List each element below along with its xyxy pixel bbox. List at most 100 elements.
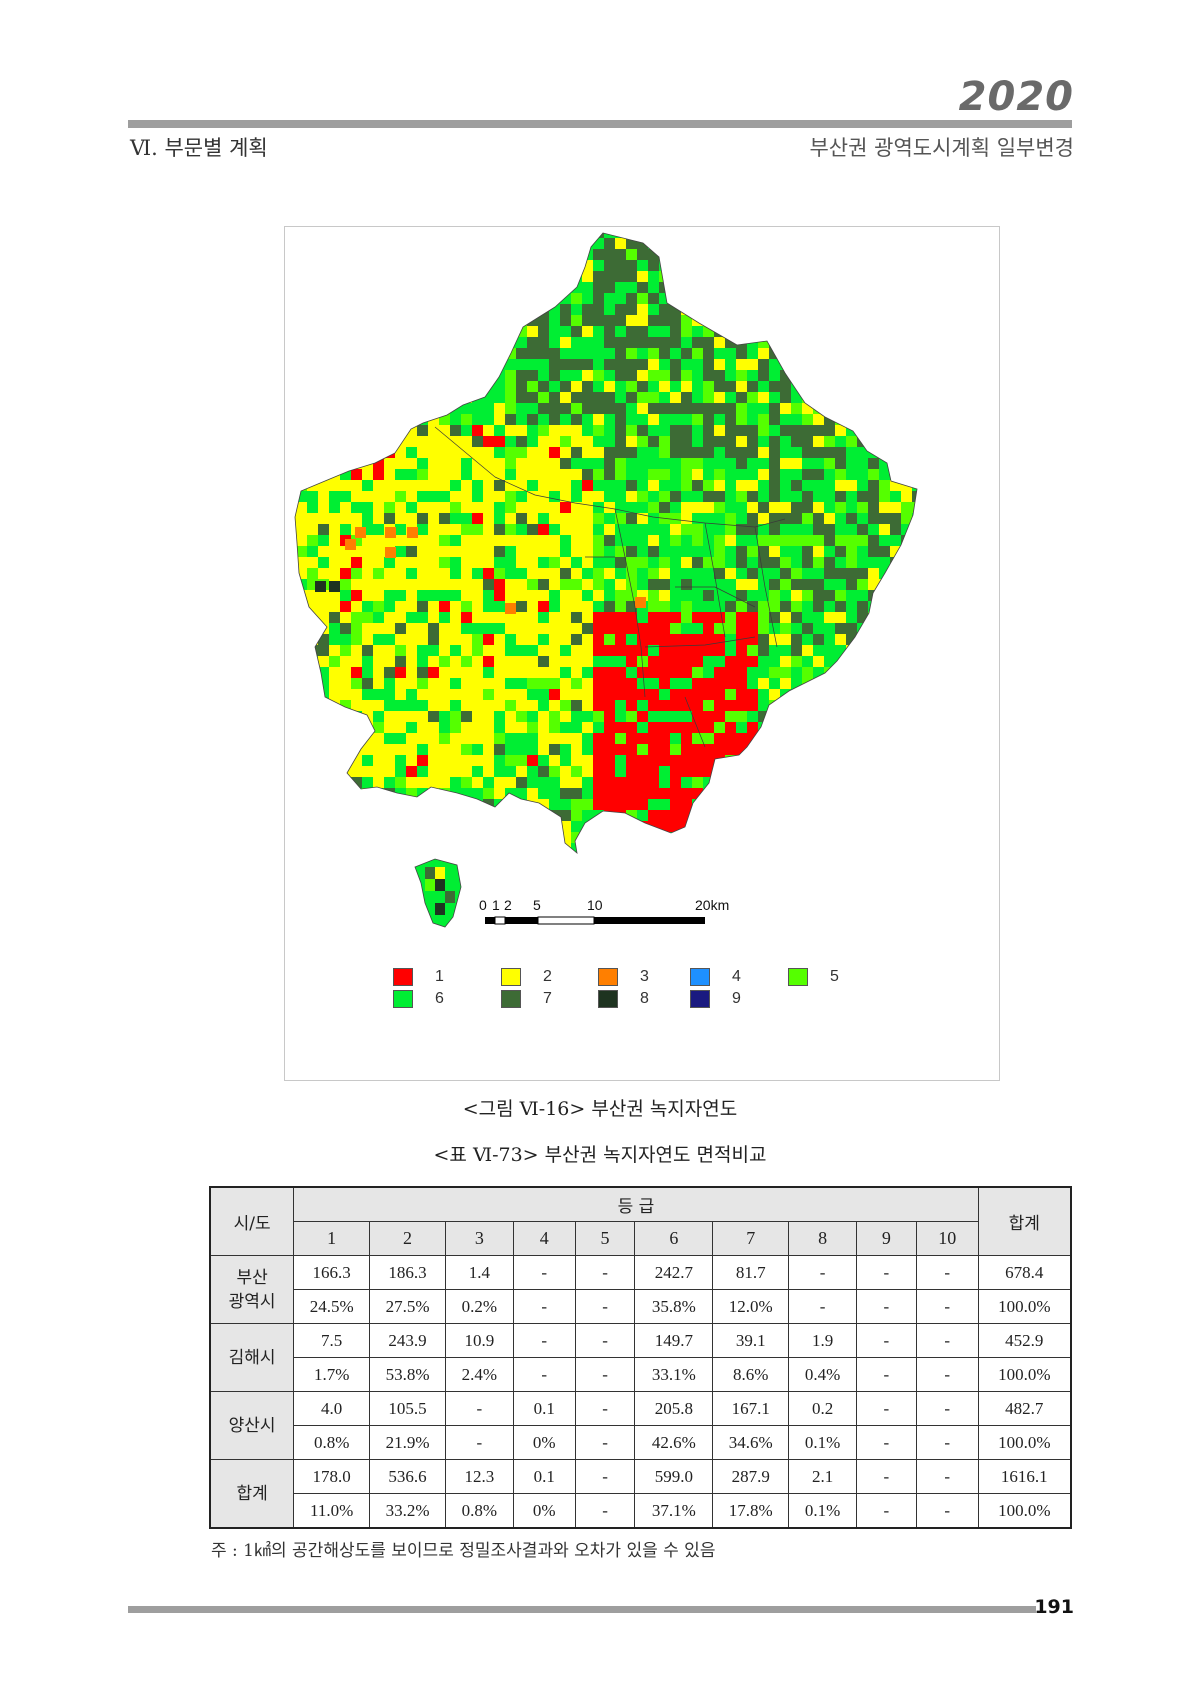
map-cell-accents bbox=[315, 527, 646, 614]
legend-swatch bbox=[690, 968, 710, 986]
percent-cell: 2.4% bbox=[444, 1357, 514, 1392]
table-row: 김해시 7.5 243.9 10.9- -149.7 39.1 1.9- -452.9 bbox=[209, 1323, 1072, 1392]
island bbox=[414, 858, 462, 928]
document-title: 부산권 광역도시계획 일부변경 bbox=[809, 136, 1074, 160]
table-row: 양산시 4.0 105.5-0.1-205.8 167.1 0.2- -482.7 bbox=[209, 1391, 1072, 1460]
percent-cell: 33.2% bbox=[369, 1493, 446, 1529]
region-cell: 합계 bbox=[209, 1459, 295, 1529]
grade-header-cell: 1 bbox=[293, 1221, 371, 1256]
percent-cell: - bbox=[915, 1425, 979, 1460]
area-cell: 287.9 bbox=[712, 1459, 790, 1494]
header-region: 시/도 bbox=[209, 1186, 295, 1256]
legend-label: 7 bbox=[543, 990, 552, 1007]
figure-caption: <그림 Ⅵ-16> 부산권 녹지자연도 bbox=[462, 1098, 738, 1120]
grade-header-cell: 4 bbox=[512, 1221, 576, 1256]
footer-rule bbox=[128, 1606, 1036, 1613]
legend-label: 4 bbox=[732, 968, 741, 985]
percent-cell: - bbox=[915, 1493, 979, 1529]
percent-cell: 0.1% bbox=[788, 1493, 857, 1529]
percent-cell: 34.6% bbox=[712, 1425, 790, 1460]
scale-label: 2 bbox=[504, 897, 512, 913]
percent-cell: - bbox=[512, 1289, 576, 1324]
grade-header-cell: 10 bbox=[915, 1221, 979, 1256]
legend-item: 5 bbox=[788, 967, 839, 987]
percent-cell: - bbox=[444, 1425, 514, 1460]
percent-cell: - bbox=[574, 1425, 636, 1460]
percent-cell: 0.4% bbox=[788, 1357, 857, 1392]
percent-cell: 100.0% bbox=[977, 1493, 1072, 1529]
area-cell: - bbox=[574, 1255, 636, 1290]
percent-cell: - bbox=[856, 1357, 917, 1392]
area-cell: - bbox=[574, 1459, 636, 1494]
percent-cell: 27.5% bbox=[369, 1289, 446, 1324]
area-cell: - bbox=[915, 1255, 979, 1290]
area-cell: 2.1 bbox=[788, 1459, 857, 1494]
legend-label: 5 bbox=[830, 968, 839, 985]
area-cell: 7.5 bbox=[293, 1323, 371, 1358]
area-cell: - bbox=[915, 1459, 979, 1494]
area-cell: - bbox=[444, 1391, 514, 1426]
grade-header-cell: 2 bbox=[369, 1221, 446, 1256]
percent-cell: - bbox=[512, 1357, 576, 1392]
area-cell: 1616.1 bbox=[977, 1459, 1072, 1494]
percent-cell: 35.8% bbox=[634, 1289, 714, 1324]
percent-cell: 11.0% bbox=[293, 1493, 371, 1529]
table-row: 24.5% 27.5% 0.2% - -35.8% 12.0% - - -100.0% bbox=[210, 1289, 1072, 1324]
legend-label: 6 bbox=[435, 990, 444, 1007]
area-cell: - bbox=[915, 1391, 979, 1426]
percent-cell: - bbox=[915, 1357, 979, 1392]
legend-swatch bbox=[598, 968, 618, 986]
area-cell: - bbox=[856, 1323, 917, 1358]
legend-swatch bbox=[788, 968, 808, 986]
header-total: 합계 bbox=[977, 1186, 1072, 1256]
area-cell: - bbox=[856, 1391, 917, 1426]
table-row: 1.7% 53.8% 2.4% - -33.1% 8.6% 0.4% - -100.0% bbox=[210, 1357, 1072, 1392]
area-cell: - bbox=[512, 1255, 576, 1290]
legend-item: 7 bbox=[501, 989, 552, 1009]
table-row: 11.0% 33.2% 0.8% 0% -37.1% 17.8% 0.1% - -100.0% bbox=[210, 1493, 1072, 1529]
legend-item: 1 bbox=[393, 967, 444, 987]
percent-cell: 0.8% bbox=[293, 1425, 371, 1460]
percent-cell: - bbox=[856, 1425, 917, 1460]
area-cell: 1.4 bbox=[444, 1255, 514, 1290]
area-cell: 0.1 bbox=[512, 1391, 576, 1426]
chapter-title: Ⅵ. 부문별 계획 bbox=[130, 136, 268, 160]
legend-label: 3 bbox=[640, 968, 649, 985]
table-row: 합계 178.0 536.6 12.3 0.1-599.0 287.9 2.1- -1616.… bbox=[209, 1459, 1072, 1529]
legend-swatch bbox=[501, 990, 521, 1008]
area-cell: 452.9 bbox=[977, 1323, 1072, 1358]
percent-cell: 8.6% bbox=[712, 1357, 790, 1392]
grade-header-cell: 5 bbox=[574, 1221, 636, 1256]
legend-item: 4 bbox=[690, 967, 741, 987]
grade-header-cell: 3 bbox=[444, 1221, 514, 1256]
area-cell: - bbox=[856, 1255, 917, 1290]
table-row: 0.8% 21.9% -0% -42.6% 34.6% 0.1% - -100.0% bbox=[210, 1425, 1072, 1460]
legend-swatch bbox=[690, 990, 710, 1008]
area-cell: - bbox=[788, 1255, 857, 1290]
region-outline bbox=[294, 232, 918, 854]
area-cell: 166.3 bbox=[293, 1255, 371, 1290]
percent-cell: 21.9% bbox=[369, 1425, 446, 1460]
scale-label: 1 bbox=[492, 897, 500, 913]
percent-cell: - bbox=[574, 1493, 636, 1529]
percent-cell: 0% bbox=[512, 1425, 576, 1460]
legend-item: 6 bbox=[393, 989, 444, 1009]
table-row: 부산 광역시 166.3 186.3 1.4- -242.7 81.7- - -678.4 bbox=[209, 1255, 1072, 1324]
area-cell: 39.1 bbox=[712, 1323, 790, 1358]
area-cell: 599.0 bbox=[634, 1459, 714, 1494]
percent-cell: - bbox=[856, 1493, 917, 1529]
legend-item: 2 bbox=[501, 967, 552, 987]
percent-cell: 0.2% bbox=[444, 1289, 514, 1324]
percent-cell: 0.8% bbox=[444, 1493, 514, 1529]
area-cell: - bbox=[574, 1391, 636, 1426]
percent-cell: 1.7% bbox=[293, 1357, 371, 1392]
grade-header-cell: 7 bbox=[712, 1221, 790, 1256]
percent-cell: 37.1% bbox=[634, 1493, 714, 1529]
legend-label: 9 bbox=[732, 990, 741, 1007]
area-cell: 0.1 bbox=[512, 1459, 576, 1494]
percent-cell: - bbox=[574, 1289, 636, 1324]
grade-header-cell: 6 bbox=[634, 1221, 714, 1256]
area-cell: - bbox=[856, 1459, 917, 1494]
area-cell: 178.0 bbox=[293, 1459, 371, 1494]
